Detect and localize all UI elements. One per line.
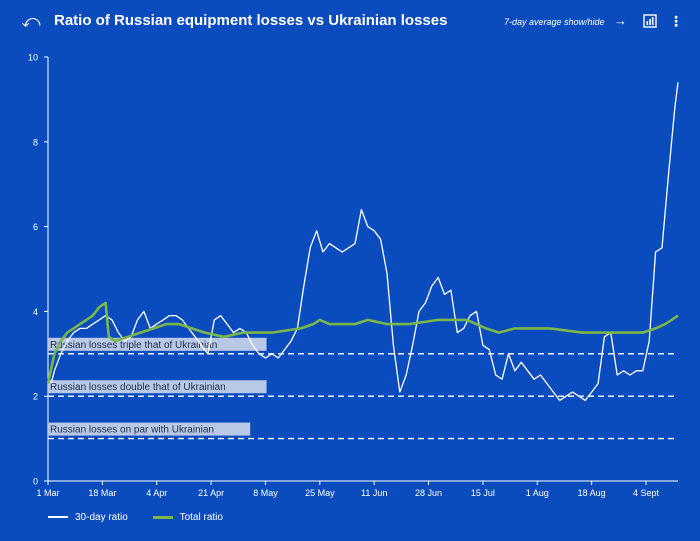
y-tick-label: 4 bbox=[33, 307, 38, 317]
x-tick-label: 11 Jun bbox=[361, 488, 387, 498]
reference-label: Russian losses triple that of Ukrainian bbox=[50, 340, 217, 351]
x-tick-label: 1 Aug bbox=[526, 488, 549, 498]
legend-swatch-30-day bbox=[48, 516, 68, 519]
x-tick-label: 4 Sept bbox=[633, 488, 660, 498]
reference-label-bg bbox=[48, 337, 267, 351]
reference-lines: Russian losses triple that of Ukrainian R… bbox=[48, 337, 678, 440]
back-icon[interactable]: ⤺ bbox=[21, 11, 41, 31]
reference-label: Russian losses double that of Ukrainian bbox=[50, 382, 226, 393]
y-tick-label: 2 bbox=[33, 392, 38, 402]
y-tick-label: 10 bbox=[28, 53, 38, 63]
reference-label: Russian losses on par with Ukrainian bbox=[50, 425, 214, 436]
chart-axes: 0 2 4 6 8 10 1 Mar 18 Mar 4 Apr 21 Apr 8 May 25 May… bbox=[28, 53, 678, 498]
legend-item-total-ratio[interactable]: Total ratio bbox=[152, 512, 223, 523]
x-tick-label: 15 Jul bbox=[471, 488, 495, 498]
legend-swatch-total bbox=[152, 515, 173, 519]
x-tick-label: 4 Apr bbox=[146, 488, 167, 498]
series-line-30-day-ratio bbox=[50, 82, 679, 402]
legend-item-30-day-ratio[interactable]: 30-day ratio bbox=[48, 512, 128, 523]
y-tick-label: 8 bbox=[33, 137, 38, 147]
arrow-right-icon: → bbox=[614, 13, 627, 28]
reference-label-bg bbox=[48, 380, 267, 394]
series-line-total-ratio bbox=[46, 301, 679, 384]
legend: 30-day ratio Total ratio bbox=[48, 512, 245, 523]
legend-label-total: Total ratio bbox=[179, 512, 223, 523]
x-tick-label: 21 Apr bbox=[198, 488, 224, 498]
x-tick-label: 25 May bbox=[305, 488, 335, 498]
chart-toggle-icon[interactable] bbox=[643, 14, 657, 28]
chart-title: Ratio of Russian equipment losses vs Ukr… bbox=[54, 12, 448, 29]
x-tick-label: 18 Aug bbox=[578, 488, 606, 498]
x-tick-label: 28 Jun bbox=[415, 488, 442, 498]
reference-label-bg bbox=[48, 422, 251, 436]
x-tick-label: 8 May bbox=[253, 488, 278, 498]
y-tick-label: 6 bbox=[33, 222, 38, 232]
legend-label-30-day: 30-day ratio bbox=[75, 512, 128, 523]
data-lines bbox=[46, 82, 679, 402]
chart-header: ⤺ Ratio of Russian equipment losses vs U… bbox=[0, 0, 700, 44]
x-tick-label: 1 Mar bbox=[36, 488, 59, 498]
y-tick-label: 0 bbox=[33, 477, 38, 487]
average-toggle-label: 7-day average show/hide bbox=[504, 17, 605, 27]
x-tick-label: 18 Mar bbox=[88, 488, 116, 498]
